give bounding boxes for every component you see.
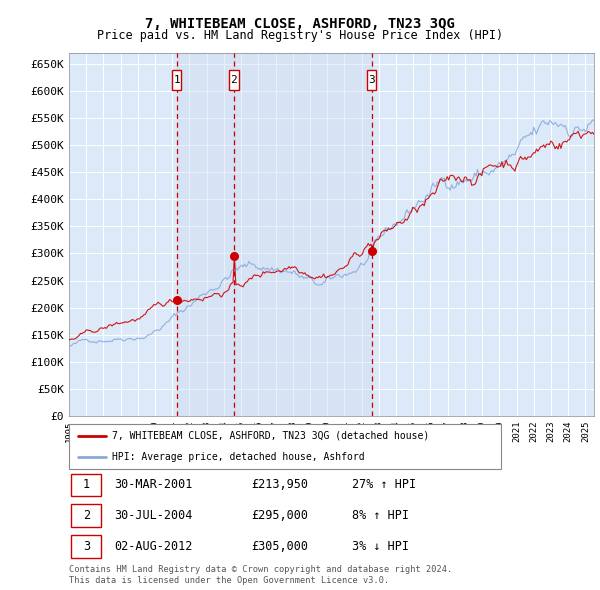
Text: Contains HM Land Registry data © Crown copyright and database right 2024.: Contains HM Land Registry data © Crown c… [69, 565, 452, 574]
Text: 7, WHITEBEAM CLOSE, ASHFORD, TN23 3QG (detached house): 7, WHITEBEAM CLOSE, ASHFORD, TN23 3QG (d… [112, 431, 430, 441]
Text: 3: 3 [368, 75, 375, 85]
Bar [71, 535, 101, 558]
Text: 2: 2 [230, 75, 237, 85]
Text: 1: 1 [83, 478, 90, 491]
Text: 30-MAR-2001: 30-MAR-2001 [115, 478, 193, 491]
Text: 7, WHITEBEAM CLOSE, ASHFORD, TN23 3QG: 7, WHITEBEAM CLOSE, ASHFORD, TN23 3QG [145, 17, 455, 31]
Text: HPI: Average price, detached house, Ashford: HPI: Average price, detached house, Ashf… [112, 452, 365, 462]
Text: Price paid vs. HM Land Registry's House Price Index (HPI): Price paid vs. HM Land Registry's House … [97, 30, 503, 42]
Bar [71, 504, 101, 527]
Bar [71, 474, 101, 496]
Text: This data is licensed under the Open Government Licence v3.0.: This data is licensed under the Open Gov… [69, 576, 389, 585]
FancyBboxPatch shape [172, 70, 181, 90]
Text: 2: 2 [83, 509, 90, 522]
Text: 1: 1 [173, 75, 180, 85]
Text: 3% ↓ HPI: 3% ↓ HPI [352, 540, 409, 553]
Bar [176, 53, 234, 416]
FancyBboxPatch shape [367, 70, 376, 90]
Text: £305,000: £305,000 [251, 540, 308, 553]
Text: £295,000: £295,000 [251, 509, 308, 522]
Text: 8% ↑ HPI: 8% ↑ HPI [352, 509, 409, 522]
Bar [234, 53, 371, 416]
Text: £213,950: £213,950 [251, 478, 308, 491]
FancyBboxPatch shape [229, 70, 239, 90]
Text: 02-AUG-2012: 02-AUG-2012 [115, 540, 193, 553]
Text: 3: 3 [83, 540, 90, 553]
Text: 27% ↑ HPI: 27% ↑ HPI [352, 478, 416, 491]
Text: 30-JUL-2004: 30-JUL-2004 [115, 509, 193, 522]
